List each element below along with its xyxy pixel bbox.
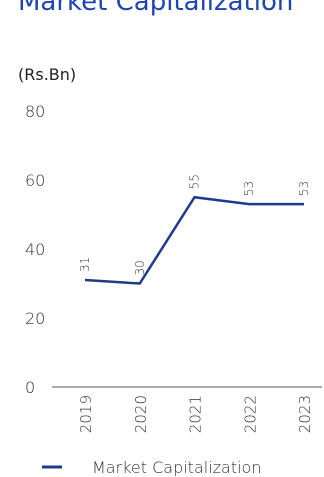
- x-tick-label: 2019: [77, 395, 95, 433]
- data-label: 31: [78, 257, 92, 272]
- legend-label: Market Capitalization: [92, 458, 261, 477]
- y-tick-label: 40: [25, 240, 45, 259]
- data-label: 30: [133, 260, 147, 275]
- y-tick-label: 20: [25, 309, 45, 328]
- chart-title: Market Capitalization: [18, 0, 293, 17]
- y-tick-label: 0: [25, 378, 35, 397]
- data-label: 53: [297, 181, 311, 196]
- y-tick-label: 80: [25, 102, 45, 121]
- y-axis-label: (Rs.Bn): [18, 65, 76, 84]
- x-tick-label: 2021: [187, 395, 205, 433]
- y-tick-label: 60: [25, 171, 45, 190]
- series-line: [84, 195, 304, 285]
- data-label: 53: [242, 181, 256, 196]
- x-tick-label: 2023: [296, 395, 314, 433]
- x-tick-label: 2020: [132, 395, 150, 433]
- data-label: 55: [188, 174, 202, 189]
- x-tick-label: 2022: [241, 395, 259, 433]
